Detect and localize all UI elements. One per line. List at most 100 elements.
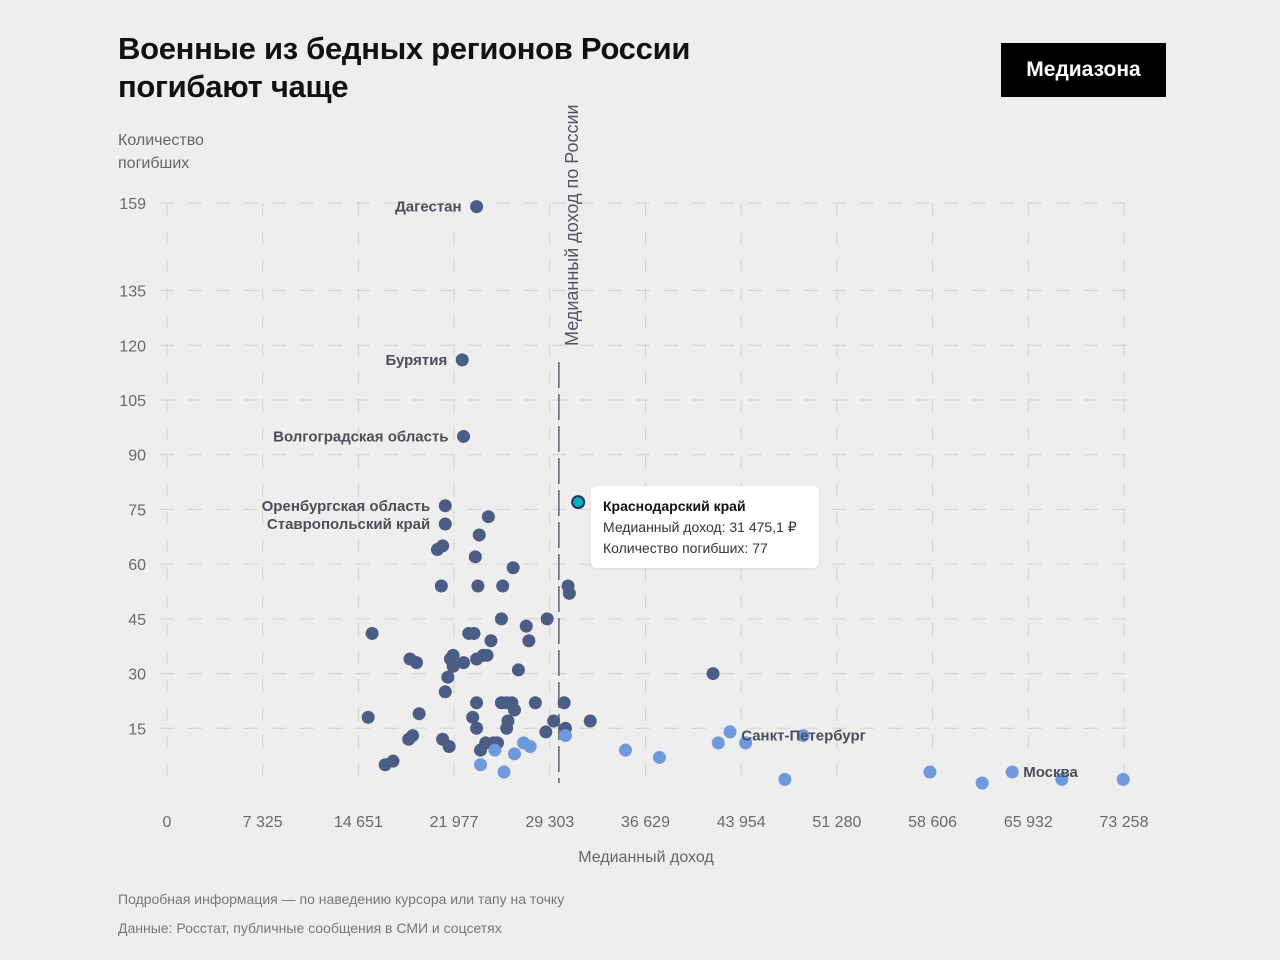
- y-tick-label: 135: [119, 284, 146, 301]
- data-point[interactable]: [557, 696, 571, 710]
- data-point[interactable]: [652, 750, 666, 764]
- hint-note: Подробная информация — по наведению курс…: [118, 891, 565, 907]
- data-point[interactable]: [455, 353, 469, 367]
- x-tick-label: 65 932: [1004, 814, 1053, 831]
- region-label: Оренбургская область: [262, 498, 431, 515]
- data-point[interactable]: [470, 696, 484, 710]
- x-tick-label: 7 325: [243, 814, 283, 831]
- data-point[interactable]: [442, 740, 456, 754]
- data-point[interactable]: [706, 667, 720, 681]
- data-point[interactable]: [434, 579, 448, 593]
- data-point[interactable]: [467, 626, 481, 640]
- data-point[interactable]: [506, 561, 520, 575]
- data-point[interactable]: [470, 721, 484, 735]
- data-point[interactable]: [488, 743, 502, 757]
- data-point[interactable]: [558, 729, 572, 743]
- tooltip: Краснодарский край Медианный доход: 31 4…: [591, 486, 819, 568]
- y-tick-label: 90: [128, 448, 146, 465]
- region-label: Москва: [1023, 764, 1078, 781]
- data-point[interactable]: [438, 499, 452, 513]
- data-point[interactable]: [471, 579, 485, 593]
- region-label: Дагестан: [395, 199, 462, 216]
- data-point[interactable]: [481, 510, 495, 524]
- data-point[interactable]: [472, 528, 486, 542]
- data-point[interactable]: [494, 612, 508, 626]
- x-tick-label: 36 629: [621, 814, 670, 831]
- data-point[interactable]: [496, 579, 510, 593]
- data-point[interactable]: [519, 619, 533, 633]
- data-point[interactable]: [711, 736, 725, 750]
- data-point[interactable]: [528, 696, 542, 710]
- data-point[interactable]: [511, 663, 525, 677]
- data-point[interactable]: [386, 754, 400, 768]
- y-tick-label: 75: [128, 502, 146, 519]
- data-point[interactable]: [1116, 772, 1130, 786]
- x-tick-label: 0: [163, 814, 172, 831]
- data-point[interactable]: [507, 703, 521, 717]
- data-point[interactable]: [480, 648, 494, 662]
- y-tick-label: 15: [128, 721, 146, 738]
- y-tick-label: 60: [128, 557, 146, 574]
- x-tick-label: 51 280: [812, 814, 861, 831]
- data-point[interactable]: [562, 586, 576, 600]
- data-point[interactable]: [739, 736, 753, 750]
- data-point[interactable]: [470, 200, 484, 214]
- data-point[interactable]: [484, 634, 498, 648]
- data-point[interactable]: [441, 670, 455, 684]
- data-point[interactable]: [547, 714, 561, 728]
- data-point[interactable]: [466, 710, 480, 724]
- region-label: Ставропольский край: [267, 516, 430, 533]
- x-tick-label: 73 258: [1100, 814, 1149, 831]
- chart-title: Военные из бедных регионов России погиба…: [118, 31, 691, 104]
- data-point[interactable]: [923, 765, 937, 779]
- data-point[interactable]: [446, 659, 460, 673]
- data-point[interactable]: [412, 707, 426, 721]
- data-point[interactable]: [1055, 772, 1069, 786]
- data-point[interactable]: [975, 776, 989, 790]
- data-point[interactable]: [402, 732, 416, 746]
- y-tick-label: 159: [119, 196, 146, 213]
- data-point[interactable]: [438, 517, 452, 531]
- data-point[interactable]: [619, 743, 633, 757]
- x-tick-label: 58 606: [908, 814, 957, 831]
- data-point[interactable]: [523, 740, 537, 754]
- region-label: Волгоградская область: [273, 428, 448, 445]
- data-point[interactable]: [507, 747, 521, 761]
- data-point[interactable]: [723, 725, 737, 739]
- data-point[interactable]: [457, 429, 471, 443]
- x-axis-title: Медианный доход: [578, 849, 714, 866]
- data-point[interactable]: [583, 714, 597, 728]
- data-point[interactable]: [540, 612, 554, 626]
- data-point[interactable]: [365, 626, 379, 640]
- data-point[interactable]: [522, 634, 536, 648]
- data-point[interactable]: [361, 710, 375, 724]
- y-tick-label: 45: [128, 612, 146, 629]
- data-point[interactable]: [539, 725, 553, 739]
- median-reference-label: Медианный доход по России: [562, 104, 582, 346]
- y-tick-label: 30: [128, 667, 146, 684]
- x-tick-label: 14 651: [334, 814, 383, 831]
- mediazona-logo[interactable]: Медиазона: [1001, 43, 1166, 97]
- data-point[interactable]: [410, 656, 424, 670]
- region-label: Санкт-Петербург: [741, 728, 866, 745]
- data-point[interactable]: [474, 743, 488, 757]
- highlighted-data-point[interactable]: [571, 495, 586, 510]
- data-point[interactable]: [468, 550, 482, 564]
- data-point[interactable]: [500, 721, 514, 735]
- data-point[interactable]: [497, 765, 511, 779]
- x-tick-label: 29 303: [525, 814, 574, 831]
- data-point[interactable]: [470, 652, 484, 666]
- x-tick-label: 21 977: [430, 814, 479, 831]
- data-point[interactable]: [436, 539, 450, 553]
- data-point[interactable]: [778, 772, 792, 786]
- x-tick-label: 43 954: [717, 814, 766, 831]
- data-point[interactable]: [1005, 765, 1019, 779]
- data-point[interactable]: [457, 656, 471, 670]
- data-point[interactable]: [438, 685, 452, 699]
- data-point[interactable]: [474, 758, 488, 772]
- tooltip-region-name: Краснодарский край: [603, 498, 746, 514]
- tooltip-deaths: Количество погибших: 77: [603, 540, 768, 556]
- y-tick-label: 105: [119, 393, 146, 410]
- data-point[interactable]: [796, 729, 810, 743]
